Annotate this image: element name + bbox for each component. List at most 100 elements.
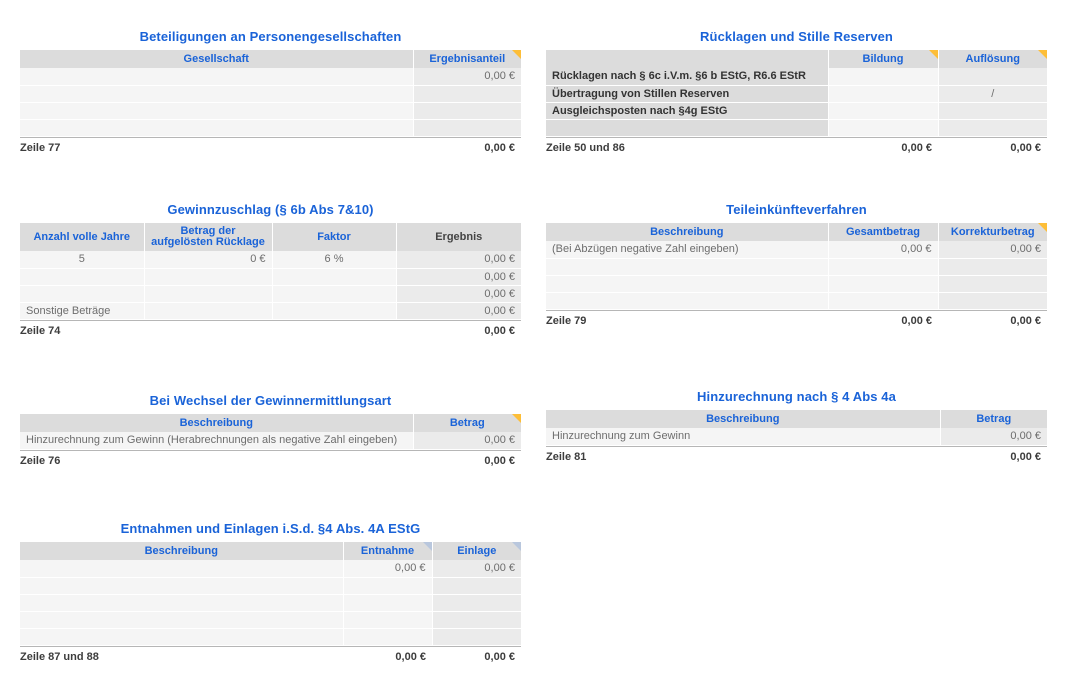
cell-gesamtbetrag[interactable] (828, 258, 939, 276)
column-header-einlage[interactable]: Einlage (432, 542, 521, 560)
cell-einlage[interactable] (432, 611, 521, 629)
cell-entnahme[interactable] (343, 594, 433, 612)
table-row (20, 119, 521, 137)
column-header-entnahme[interactable]: Entnahme (343, 542, 433, 560)
table-wrapper: Gesellschaft Ergebnisanteil 0,00 € (20, 50, 521, 138)
cell-sonstige-betraege-label[interactable]: Sonstige Beträge (20, 302, 145, 320)
table-header-row: Beschreibung Gesamtbetrag Korrekturbetra… (546, 223, 1047, 241)
cell-beschreibung[interactable] (20, 560, 344, 578)
table-row (20, 628, 521, 646)
column-header-betrag[interactable]: Betrag (413, 414, 521, 432)
cell-ergebnisanteil[interactable] (413, 119, 521, 137)
cell-anzahl-jahre[interactable]: 5 (20, 251, 145, 269)
cell-gesellschaft[interactable] (20, 85, 414, 103)
cell-gesamtbetrag[interactable]: 0,00 € (828, 241, 939, 259)
cell-beschreibung[interactable] (546, 275, 829, 293)
cell-betrag-ruecklage[interactable] (144, 268, 273, 286)
cell-bildung[interactable] (828, 119, 939, 137)
column-header-betrag[interactable]: Betrag (940, 410, 1047, 428)
cell-ergebnisanteil[interactable] (413, 85, 521, 103)
column-header-anzahl-volle-jahre[interactable]: Anzahl volle Jahre (20, 223, 145, 251)
cell-aufloesung[interactable] (938, 68, 1047, 86)
cell-korrekturbetrag[interactable]: 0,00 € (938, 241, 1047, 259)
row-label-uebertragung-stille-reserven: Übertragung von Stillen Reserven (546, 85, 829, 103)
cell-gesellschaft[interactable] (20, 102, 414, 120)
column-header-gesellschaft[interactable]: Gesellschaft (20, 50, 414, 68)
column-header-betrag-aufgeloeste-ruecklage[interactable]: Betrag der aufgelösten Rücklage (144, 223, 273, 251)
cell-entnahme[interactable] (343, 577, 433, 595)
cell-ergebnisanteil[interactable] (413, 102, 521, 120)
cell-aufloesung[interactable]: / (938, 85, 1047, 103)
cell-korrekturbetrag[interactable] (938, 275, 1047, 293)
cell-beschreibung[interactable] (20, 611, 344, 629)
cell-korrekturbetrag[interactable] (938, 258, 1047, 276)
cell-betrag[interactable]: 0,00 € (413, 432, 521, 450)
column-header-faktor[interactable]: Faktor (272, 223, 397, 251)
cell-gesellschaft[interactable] (20, 68, 414, 86)
cell-beschreibung[interactable] (20, 628, 344, 646)
column-header-korrekturbetrag[interactable]: Korrekturbetrag (938, 223, 1047, 241)
cell-faktor[interactable] (272, 268, 397, 286)
cell-einlage[interactable] (432, 577, 521, 595)
cell-korrekturbetrag[interactable] (938, 292, 1047, 310)
cell-betrag[interactable]: 0,00 € (940, 428, 1047, 446)
cell-entnahme[interactable] (343, 628, 433, 646)
cell-anzahl-jahre[interactable] (20, 268, 145, 286)
cell-beschreibung[interactable] (20, 577, 344, 595)
cell-beschreibung[interactable]: Hinzurechnung zum Gewinn (Herabrechnunge… (20, 432, 414, 450)
cell-bildung[interactable] (828, 68, 939, 86)
cell-gesamtbetrag[interactable] (828, 275, 939, 293)
cell-aufloesung[interactable] (938, 102, 1047, 120)
cell-beschreibung[interactable] (20, 594, 344, 612)
cell-aufloesung[interactable] (938, 119, 1047, 137)
footer-row: Zeile 50 und 86 0,00 € 0,00 € (546, 138, 1047, 155)
column-header-ergebnisanteil[interactable]: Ergebnisanteil (413, 50, 521, 68)
column-header-aufloesung[interactable]: Auflösung (938, 50, 1047, 68)
column-header-bildung[interactable]: Bildung (828, 50, 939, 68)
cell-beschreibung[interactable] (546, 292, 829, 310)
cell-einlage[interactable]: 0,00 € (432, 560, 521, 578)
table-footer-entnahmen: Zeile 87 und 88 0,00 € 0,00 € (20, 647, 521, 664)
cell-bildung[interactable] (828, 102, 939, 120)
table-row (20, 611, 521, 629)
cell-beschreibung[interactable]: (Bei Abzügen negative Zahl eingeben) (546, 241, 829, 259)
cell-beschreibung[interactable]: Hinzurechnung zum Gewinn (546, 428, 941, 446)
cell-betrag-ruecklage[interactable]: 0 € (144, 251, 273, 269)
table-row (20, 577, 521, 595)
column-header-gesamtbetrag[interactable]: Gesamtbetrag (828, 223, 939, 241)
table-header-row: Beschreibung Entnahme Einlage (20, 542, 521, 560)
cell-beschreibung[interactable] (546, 258, 829, 276)
cell-faktor[interactable] (272, 302, 397, 320)
cell-einlage[interactable] (432, 594, 521, 612)
column-header-beschreibung[interactable]: Beschreibung (546, 410, 941, 428)
cell-ergebnis: 0,00 € (396, 302, 521, 320)
cell-gesamtbetrag[interactable] (828, 292, 939, 310)
table-row: (Bei Abzügen negative Zahl eingeben) 0,0… (546, 241, 1047, 259)
cell-einlage[interactable] (432, 628, 521, 646)
cell-ergebnisanteil[interactable]: 0,00 € (413, 68, 521, 86)
column-header-label: Einlage (457, 545, 497, 557)
table-wechsel: Beschreibung Betrag Hinzurechnung zum Ge… (20, 414, 521, 450)
table-row: Hinzurechnung zum Gewinn (Herabrechnunge… (20, 432, 521, 450)
column-header-label: Korrekturbetrag (950, 226, 1035, 238)
table-beteiligungen: Gesellschaft Ergebnisanteil 0,00 € (20, 50, 521, 137)
card-title-gewinnzuschlag: Gewinnzuschlag (§ 6b Abs 7&10) (167, 202, 374, 217)
cell-faktor[interactable]: 6 % (272, 251, 397, 269)
cell-betrag-ruecklage[interactable] (144, 285, 273, 303)
column-header-beschreibung[interactable]: Beschreibung (20, 414, 414, 432)
cell-faktor[interactable] (272, 285, 397, 303)
column-header-beschreibung[interactable]: Beschreibung (20, 542, 344, 560)
cell-entnahme[interactable] (343, 611, 433, 629)
cell-gesellschaft[interactable] (20, 119, 414, 137)
footer-total-aufloesung: 0,00 € (1010, 142, 1041, 154)
cell-entnahme[interactable]: 0,00 € (343, 560, 433, 578)
cell-anzahl-jahre[interactable] (20, 285, 145, 303)
footer-total-einlage: 0,00 € (484, 651, 515, 663)
table-row: 0,00 € 0,00 € (20, 560, 521, 578)
cell-betrag-ruecklage[interactable] (144, 302, 273, 320)
table-row: 0,00 € (20, 268, 521, 286)
row-label-ausgleichsposten-4g: Ausgleichsposten nach §4g EStG (546, 102, 829, 120)
cell-bildung[interactable] (828, 85, 939, 103)
column-header-beschreibung[interactable]: Beschreibung (546, 223, 829, 241)
